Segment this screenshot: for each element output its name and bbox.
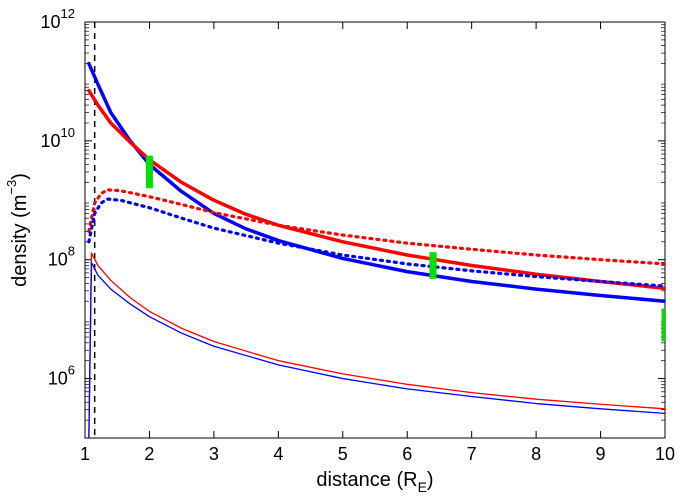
x-tick-label: 1 [80,444,90,464]
x-tick-label: 7 [467,444,477,464]
density-distance-chart: 1234567891010610810101012density (m−3)di… [0,0,684,504]
x-tick-label: 8 [531,444,541,464]
x-tick-label: 3 [209,444,219,464]
x-tick-label: 4 [273,444,283,464]
x-tick-label: 5 [338,444,348,464]
x-tick-label: 9 [596,444,606,464]
x-tick-label: 10 [655,444,675,464]
x-tick-label: 2 [144,444,154,464]
chart-container: 1234567891010610810101012density (m−3)di… [0,0,684,504]
x-tick-label: 6 [402,444,412,464]
